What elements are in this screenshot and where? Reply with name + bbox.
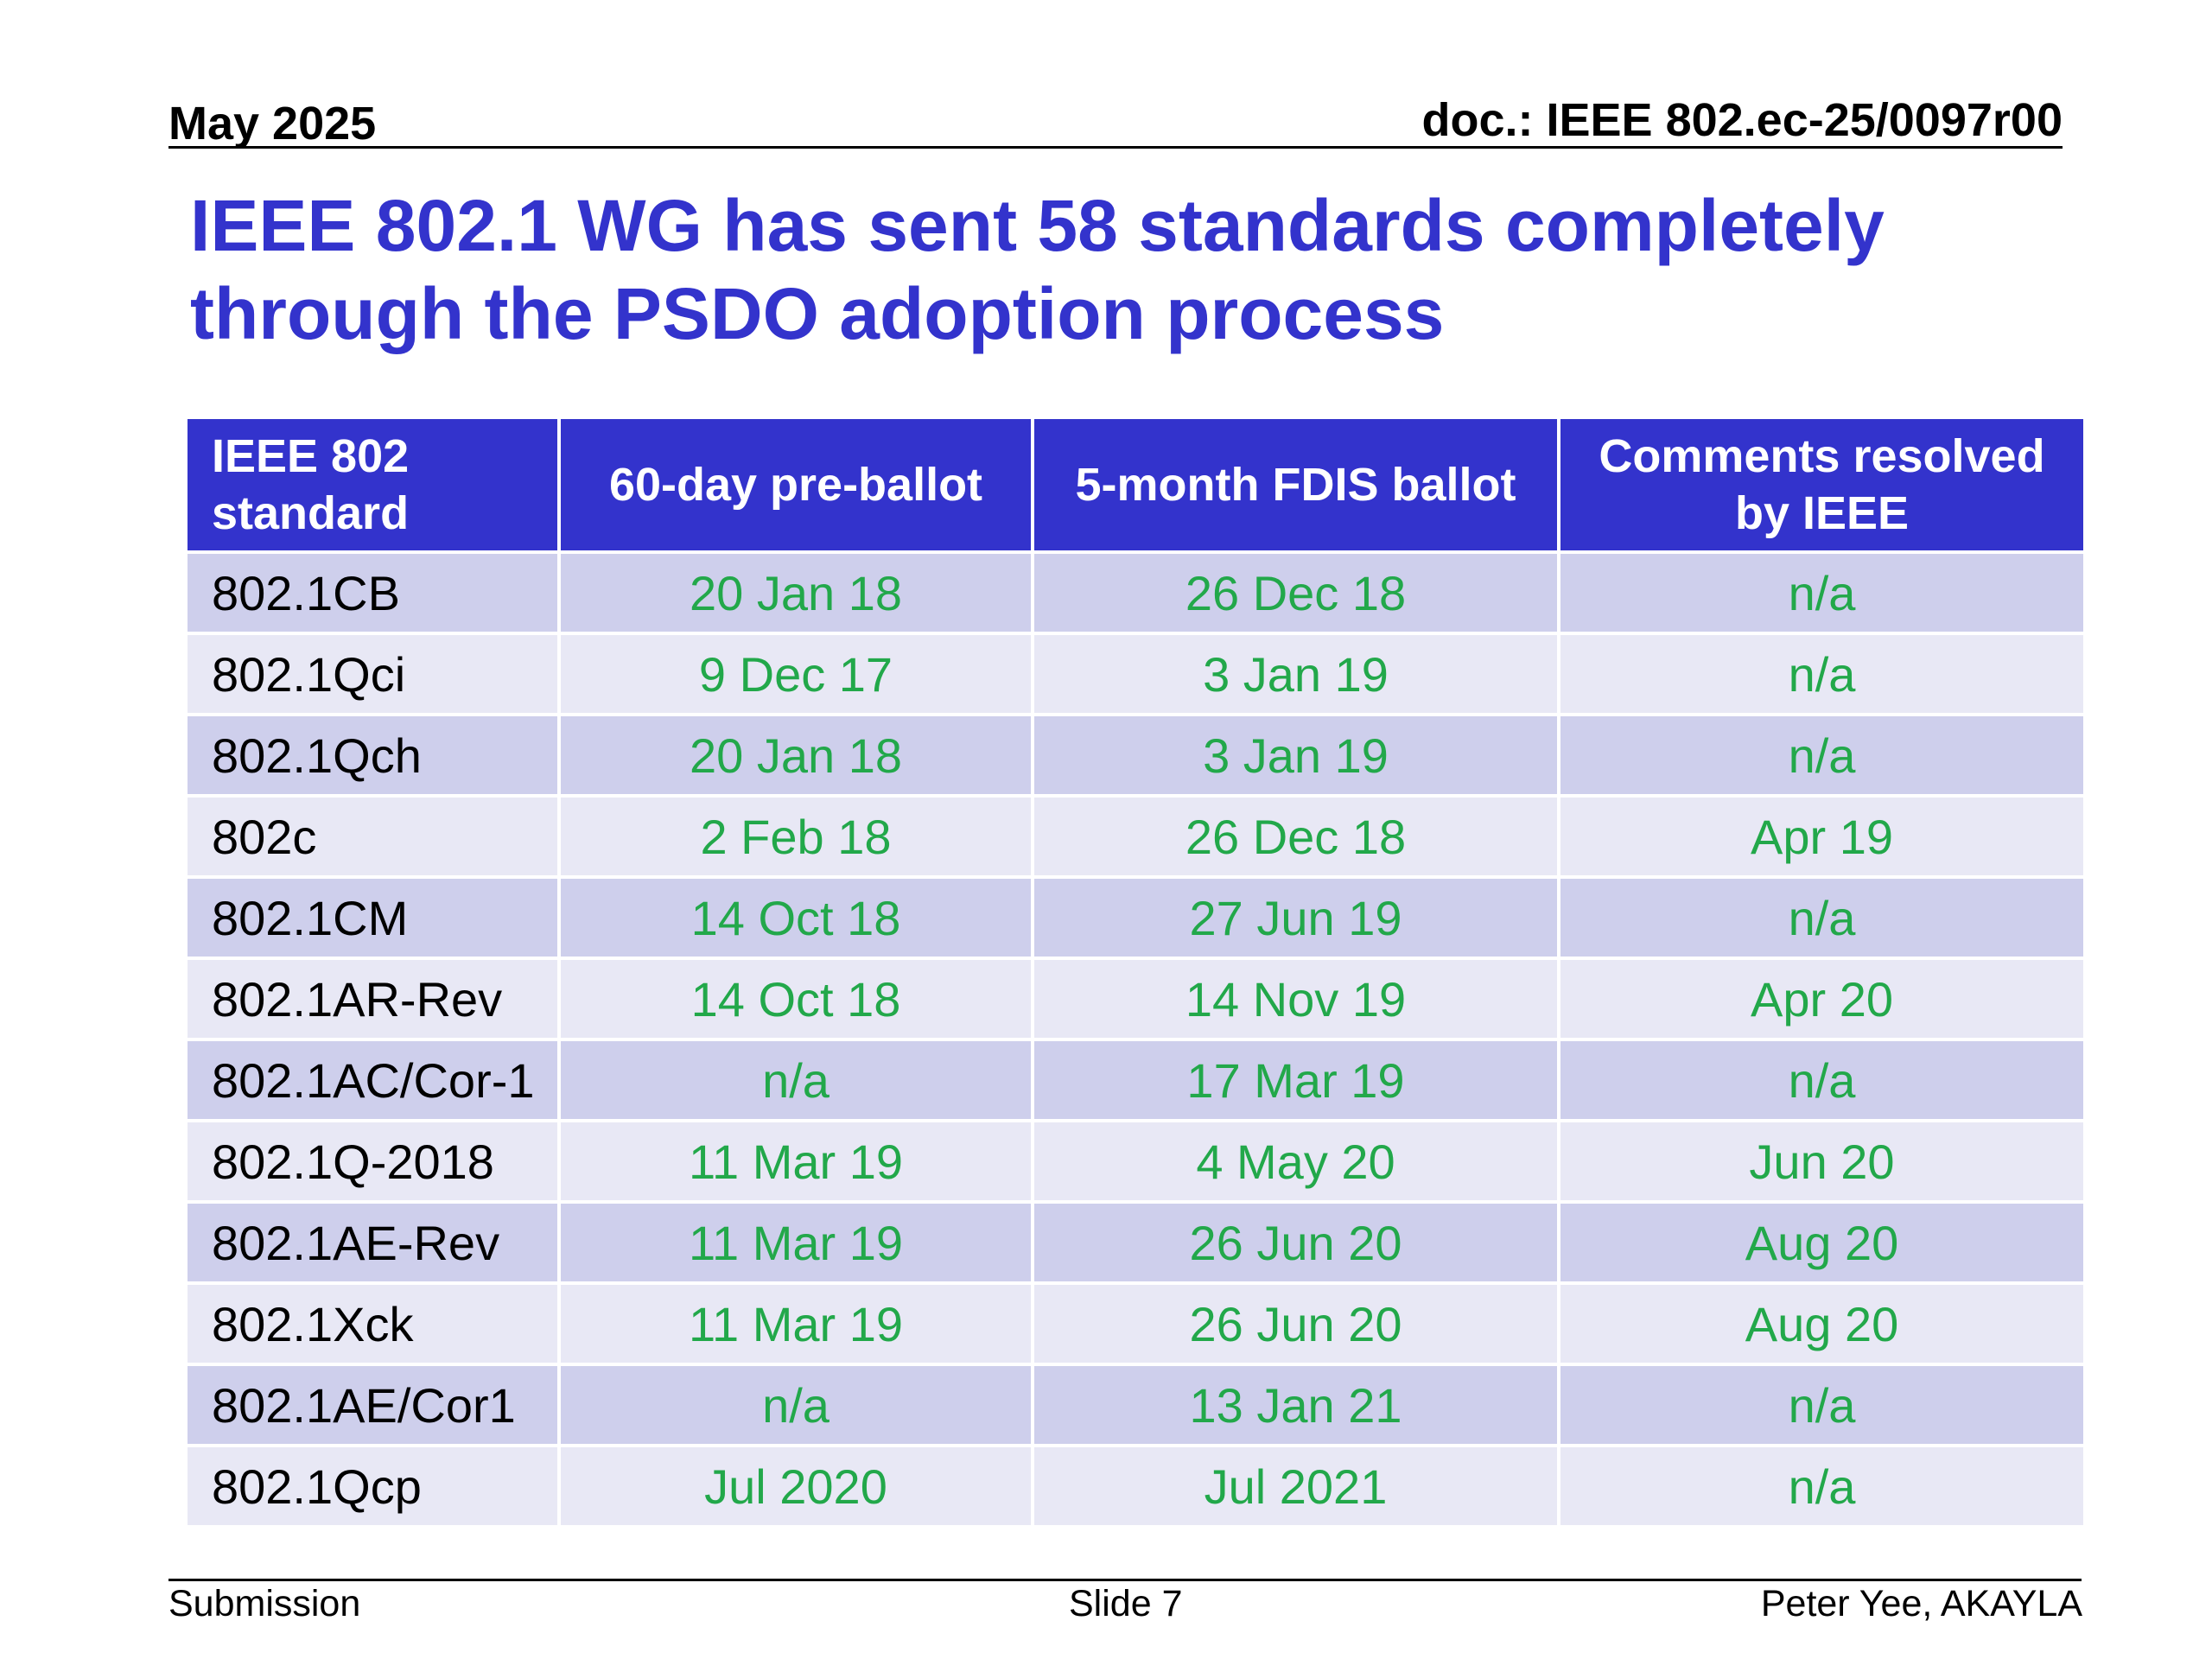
- cell-comments: n/a: [1560, 1041, 2083, 1119]
- cell-pre-ballot: 11 Mar 19: [561, 1204, 1031, 1281]
- table-row: 802c 2 Feb 18 26 Dec 18 Apr 19: [188, 798, 2083, 875]
- cell-pre-ballot: n/a: [561, 1366, 1031, 1444]
- footer-submission: Submission: [168, 1583, 361, 1624]
- cell-standard: 802.1AR-Rev: [188, 960, 557, 1038]
- cell-fdis-ballot: 4 May 20: [1034, 1122, 1557, 1200]
- header-date: May 2025: [168, 98, 377, 149]
- cell-pre-ballot: n/a: [561, 1041, 1031, 1119]
- cell-fdis-ballot: 17 Mar 19: [1034, 1041, 1557, 1119]
- cell-pre-ballot: 20 Jan 18: [561, 554, 1031, 632]
- table-row: 802.1AE-Rev 11 Mar 19 26 Jun 20 Aug 20: [188, 1204, 2083, 1281]
- cell-standard: 802.1AE/Cor1: [188, 1366, 557, 1444]
- table-row: 802.1CB 20 Jan 18 26 Dec 18 n/a: [188, 554, 2083, 632]
- cell-pre-ballot: 14 Oct 18: [561, 879, 1031, 957]
- cell-fdis-ballot: 3 Jan 19: [1034, 716, 1557, 794]
- cell-fdis-ballot: 13 Jan 21: [1034, 1366, 1557, 1444]
- cell-fdis-ballot: 14 Nov 19: [1034, 960, 1557, 1038]
- cell-comments: n/a: [1560, 716, 2083, 794]
- column-header-comments: Comments resolved by IEEE: [1560, 419, 2083, 550]
- table-header-row: IEEE 802 standard 60-day pre-ballot 5-mo…: [188, 419, 2083, 550]
- cell-pre-ballot: Jul 2020: [561, 1447, 1031, 1525]
- cell-fdis-ballot: 26 Dec 18: [1034, 554, 1557, 632]
- header-doc-id: doc.: IEEE 802.ec-25/0097r00: [1421, 94, 2063, 146]
- cell-standard: 802.1Xck: [188, 1285, 557, 1363]
- cell-fdis-ballot: 26 Jun 20: [1034, 1285, 1557, 1363]
- cell-comments: Apr 19: [1560, 798, 2083, 875]
- column-header-pre-ballot: 60-day pre-ballot: [561, 419, 1031, 550]
- cell-comments: n/a: [1560, 554, 2083, 632]
- column-header-fdis-ballot: 5-month FDIS ballot: [1034, 419, 1557, 550]
- cell-standard: 802.1CM: [188, 879, 557, 957]
- cell-fdis-ballot: 26 Jun 20: [1034, 1204, 1557, 1281]
- cell-pre-ballot: 11 Mar 19: [561, 1122, 1031, 1200]
- header-divider: [168, 146, 2063, 149]
- table-row: 802.1AE/Cor1 n/a 13 Jan 21 n/a: [188, 1366, 2083, 1444]
- cell-comments: n/a: [1560, 879, 2083, 957]
- cell-comments: Apr 20: [1560, 960, 2083, 1038]
- footer-author: Peter Yee, AKAYLA: [1760, 1583, 2082, 1624]
- table-row: 802.1Q-2018 11 Mar 19 4 May 20 Jun 20: [188, 1122, 2083, 1200]
- cell-standard: 802.1Qcp: [188, 1447, 557, 1525]
- cell-comments: Aug 20: [1560, 1204, 2083, 1281]
- table-row: 802.1Qcp Jul 2020 Jul 2021 n/a: [188, 1447, 2083, 1525]
- table-row: 802.1CM 14 Oct 18 27 Jun 19 n/a: [188, 879, 2083, 957]
- slide-title: IEEE 802.1 WG has sent 58 standards comp…: [190, 185, 1885, 354]
- standards-table: IEEE 802 standard 60-day pre-ballot 5-mo…: [184, 416, 2087, 1529]
- cell-comments: n/a: [1560, 1447, 2083, 1525]
- cell-standard: 802.1Qci: [188, 635, 557, 713]
- cell-standard: 802.1CB: [188, 554, 557, 632]
- cell-comments: Aug 20: [1560, 1285, 2083, 1363]
- cell-fdis-ballot: 26 Dec 18: [1034, 798, 1557, 875]
- table-row: 802.1Xck 11 Mar 19 26 Jun 20 Aug 20: [188, 1285, 2083, 1363]
- cell-fdis-ballot: 3 Jan 19: [1034, 635, 1557, 713]
- footer-slide-number: Slide 7: [1069, 1583, 1183, 1624]
- cell-standard: 802.1Qch: [188, 716, 557, 794]
- cell-comments: Jun 20: [1560, 1122, 2083, 1200]
- table-row: 802.1AC/Cor-1 n/a 17 Mar 19 n/a: [188, 1041, 2083, 1119]
- cell-pre-ballot: 2 Feb 18: [561, 798, 1031, 875]
- cell-pre-ballot: 14 Oct 18: [561, 960, 1031, 1038]
- table-row: 802.1AR-Rev 14 Oct 18 14 Nov 19 Apr 20: [188, 960, 2083, 1038]
- column-header-standard: IEEE 802 standard: [188, 419, 557, 550]
- cell-standard: 802c: [188, 798, 557, 875]
- cell-standard: 802.1AC/Cor-1: [188, 1041, 557, 1119]
- cell-fdis-ballot: Jul 2021: [1034, 1447, 1557, 1525]
- table-row: 802.1Qch 20 Jan 18 3 Jan 19 n/a: [188, 716, 2083, 794]
- cell-standard: 802.1Q-2018: [188, 1122, 557, 1200]
- cell-fdis-ballot: 27 Jun 19: [1034, 879, 1557, 957]
- cell-standard: 802.1AE-Rev: [188, 1204, 557, 1281]
- footer-divider: [168, 1579, 2082, 1581]
- table-row: 802.1Qci 9 Dec 17 3 Jan 19 n/a: [188, 635, 2083, 713]
- cell-comments: n/a: [1560, 1366, 2083, 1444]
- cell-pre-ballot: 20 Jan 18: [561, 716, 1031, 794]
- cell-comments: n/a: [1560, 635, 2083, 713]
- cell-pre-ballot: 11 Mar 19: [561, 1285, 1031, 1363]
- cell-pre-ballot: 9 Dec 17: [561, 635, 1031, 713]
